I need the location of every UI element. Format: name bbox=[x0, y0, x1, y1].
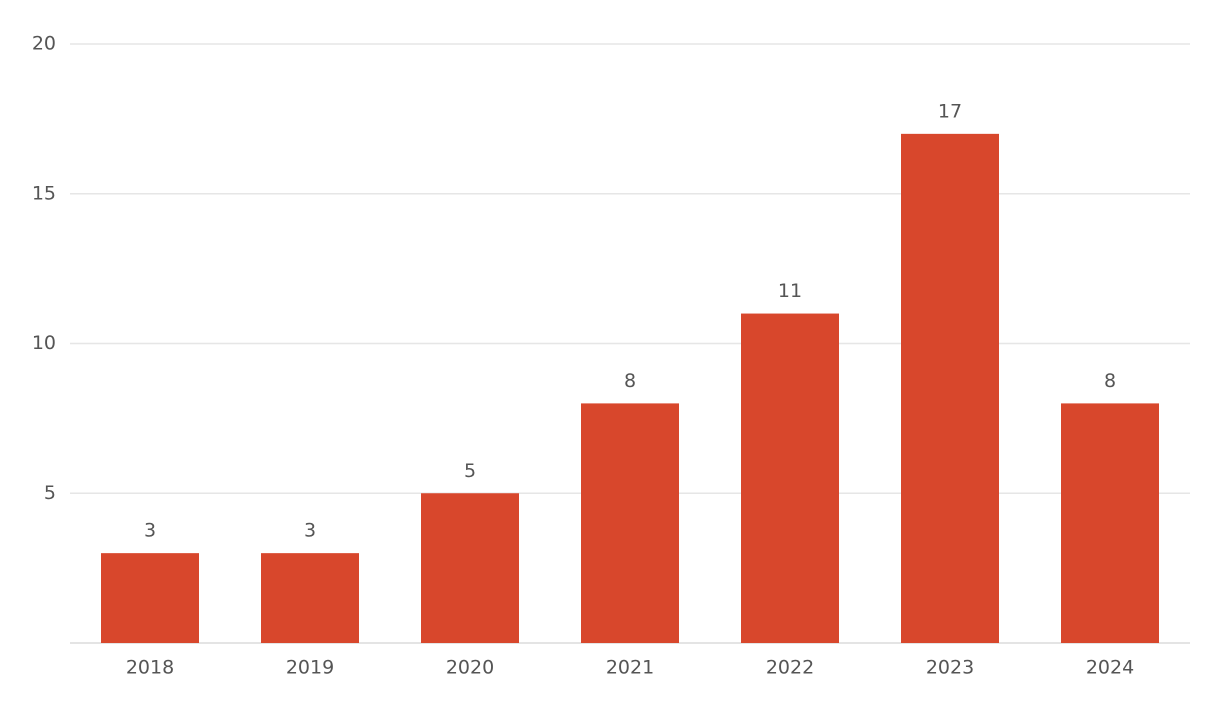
data-label-2021: 8 bbox=[624, 370, 636, 392]
data-label-2020: 5 bbox=[464, 460, 476, 482]
bar-2019 bbox=[261, 553, 359, 643]
x-tick-label-2023: 2023 bbox=[926, 657, 974, 679]
data-labels: 3 3 5 8 11 17 8 bbox=[144, 100, 1116, 541]
data-label-2023: 17 bbox=[938, 100, 962, 122]
x-tick-label-2018: 2018 bbox=[126, 657, 174, 679]
data-label-2022: 11 bbox=[778, 280, 802, 302]
x-tick-label-2019: 2019 bbox=[286, 657, 334, 679]
x-tick-label-2021: 2021 bbox=[606, 657, 654, 679]
y-tick-label: 20 bbox=[32, 33, 56, 55]
bar-2024 bbox=[1061, 403, 1159, 643]
data-label-2019: 3 bbox=[304, 520, 316, 542]
y-tick-label: 10 bbox=[32, 332, 56, 354]
bar-2021 bbox=[581, 403, 679, 643]
bar-2023 bbox=[901, 133, 999, 643]
bar-2022 bbox=[741, 313, 839, 643]
bars bbox=[101, 133, 1159, 643]
y-axis: 5 10 15 20 bbox=[32, 33, 56, 504]
bar-2020 bbox=[421, 493, 519, 643]
data-label-2018: 3 bbox=[144, 520, 156, 542]
x-axis: 2018 2019 2020 2021 2022 2023 2024 bbox=[126, 657, 1134, 679]
y-tick-label: 5 bbox=[44, 482, 56, 504]
x-tick-label-2022: 2022 bbox=[766, 657, 814, 679]
bar-2018 bbox=[101, 553, 199, 643]
data-label-2024: 8 bbox=[1104, 370, 1116, 392]
x-tick-label-2020: 2020 bbox=[446, 657, 494, 679]
y-tick-label: 15 bbox=[32, 182, 56, 204]
x-tick-label-2024: 2024 bbox=[1086, 657, 1134, 679]
